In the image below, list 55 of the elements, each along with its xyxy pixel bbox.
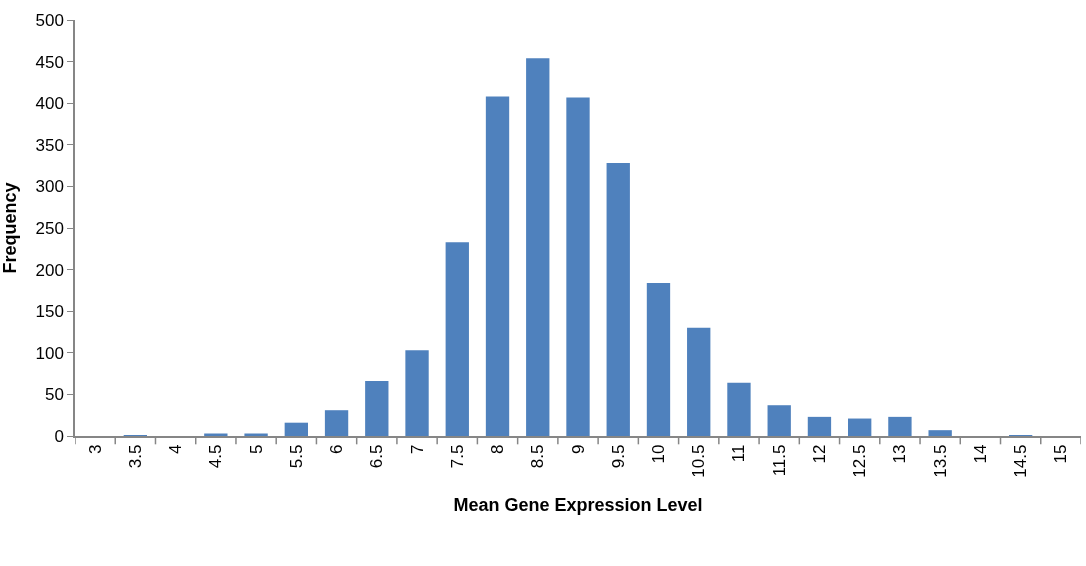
bar xyxy=(485,96,510,436)
x-tick-label: 4 xyxy=(166,444,186,455)
bar xyxy=(687,327,711,436)
bar xyxy=(445,242,469,436)
y-tick-label: 50 xyxy=(44,385,64,405)
bar xyxy=(284,422,308,436)
x-tick-label: 3.5 xyxy=(125,444,145,469)
x-tick-label: 14 xyxy=(970,444,990,464)
x-tick-label: 7.5 xyxy=(447,444,467,469)
y-tick-label: 100 xyxy=(35,343,64,363)
x-tick-label: 14.5 xyxy=(1011,444,1031,478)
bar xyxy=(324,410,349,436)
y-tick-label: 150 xyxy=(35,302,64,322)
x-tick-label: 10.5 xyxy=(689,444,709,478)
y-tick-label: 450 xyxy=(35,52,64,72)
y-tick-label: 250 xyxy=(35,218,64,238)
bar xyxy=(888,416,912,436)
x-tick-label: 5.5 xyxy=(286,444,306,469)
x-tick-label: 11.5 xyxy=(769,444,789,477)
bar xyxy=(526,58,550,436)
x-tick-label: 6.5 xyxy=(367,444,387,469)
bar xyxy=(606,163,630,436)
x-tick-label: 9 xyxy=(568,444,588,455)
x-tick-label: 9.5 xyxy=(608,444,628,469)
x-tick-label: 12.5 xyxy=(850,444,870,478)
x-tick-label: 8 xyxy=(488,444,508,455)
bar xyxy=(807,416,832,436)
x-tick-label: 13.5 xyxy=(930,444,950,478)
y-axis-title: Frequency xyxy=(0,182,21,274)
x-tick-label: 13 xyxy=(890,444,910,464)
x-tick-label: 7 xyxy=(407,444,427,455)
x-tick-label: 15 xyxy=(1051,444,1071,464)
y-tick-label: 200 xyxy=(35,260,64,280)
bar xyxy=(646,282,671,436)
bar xyxy=(365,381,389,436)
y-tick-label: 300 xyxy=(35,177,64,197)
x-tick-label: 3 xyxy=(85,444,105,455)
bar xyxy=(767,405,791,436)
y-tick-label: 500 xyxy=(35,10,64,30)
x-tick-label: 8.5 xyxy=(528,444,548,469)
bar xyxy=(405,350,429,436)
x-tick-label: 10 xyxy=(649,444,669,464)
bar xyxy=(566,97,590,436)
bar xyxy=(727,382,751,436)
x-tick-label: 12 xyxy=(809,444,829,464)
y-tick-label: 0 xyxy=(54,426,64,446)
x-tick-label: 11 xyxy=(729,444,749,463)
x-tick-label: 5 xyxy=(246,444,266,455)
bar xyxy=(928,430,952,436)
x-tick-label: 6 xyxy=(327,444,347,455)
x-axis-title: Mean Gene Expression Level xyxy=(453,495,703,516)
bar xyxy=(848,418,872,436)
y-tick-label: 400 xyxy=(35,94,64,114)
x-tick-label: 4.5 xyxy=(206,444,226,469)
y-tick-label: 350 xyxy=(35,135,64,155)
